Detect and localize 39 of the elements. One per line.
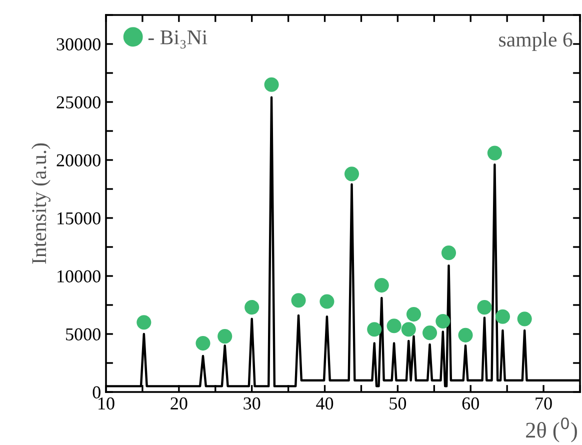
point <box>244 300 260 315</box>
x-tick-label: 40 <box>316 397 334 410</box>
y-tick-label: 15000 <box>58 212 100 224</box>
point <box>136 315 152 330</box>
y-tick-label: 30000 <box>56 38 100 50</box>
point <box>374 278 389 293</box>
x-tick-label: 60 <box>462 397 479 410</box>
legend-label: - Bi₃Ni <box>148 30 208 48</box>
point <box>441 246 456 260</box>
y-tick-label: 0 <box>92 386 100 398</box>
point <box>320 294 334 309</box>
point <box>264 77 279 92</box>
y-tick-label: 20000 <box>56 154 100 166</box>
point <box>291 293 306 308</box>
point <box>495 309 510 324</box>
point <box>344 166 360 182</box>
point <box>196 336 210 351</box>
point <box>477 300 492 315</box>
y-tick-label: 5000 <box>66 328 100 340</box>
y-tick-label: 25000 <box>56 96 100 108</box>
y-axis-title: Intensity (a.u.) <box>31 143 50 264</box>
point <box>487 146 502 160</box>
point <box>422 326 438 340</box>
x-axis-title: 2θ ($^{0}$) <box>526 417 577 442</box>
point <box>406 306 422 322</box>
point <box>386 318 402 334</box>
x-tick-label: 30 <box>244 397 260 410</box>
point <box>458 328 473 342</box>
annotation: sample 6 <box>499 32 572 51</box>
point <box>218 329 232 344</box>
x-tick-label: 20 <box>170 397 188 410</box>
x-tick-label: 70 <box>536 397 552 410</box>
point <box>517 312 532 326</box>
point <box>436 314 450 329</box>
y-tick-label: 10000 <box>58 270 100 282</box>
point <box>367 322 382 337</box>
x-tick-label: 50 <box>390 397 406 410</box>
x-tick-label: 10 <box>98 397 114 410</box>
point <box>401 322 416 337</box>
